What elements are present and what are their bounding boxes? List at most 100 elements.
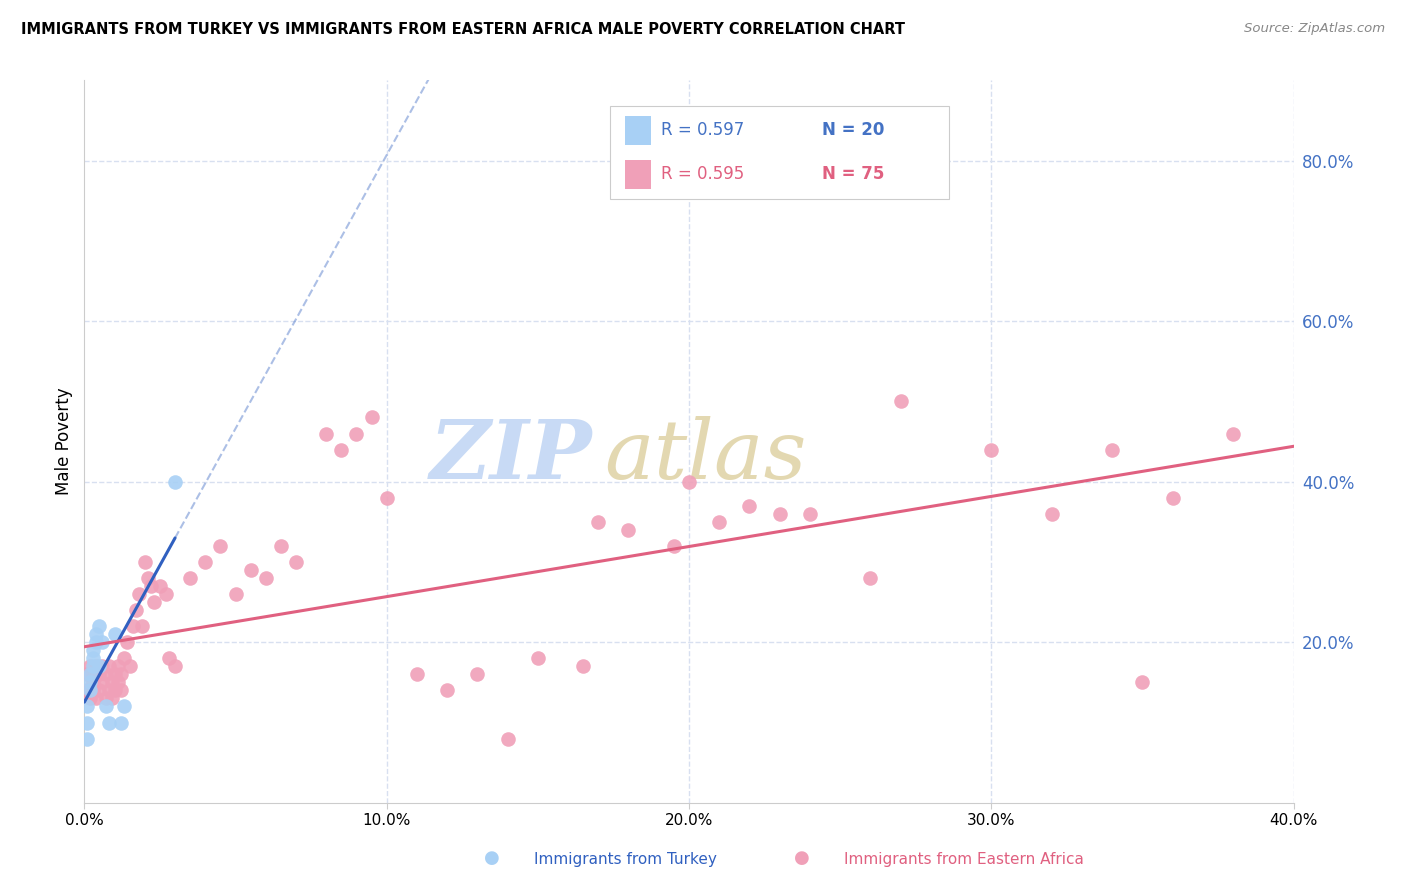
Point (82, 683, 104, 698)
Y-axis label: Male Poverty: Male Poverty (55, 388, 73, 495)
Text: R = 0.597: R = 0.597 (661, 121, 744, 139)
Point (330, 442, 353, 457)
Point (890, 394, 912, 409)
Point (79, 667, 101, 681)
Text: ZIP: ZIP (430, 416, 592, 496)
Point (79, 675, 101, 690)
Point (360, 410, 382, 425)
Point (76, 699, 98, 714)
FancyBboxPatch shape (610, 105, 949, 200)
Point (104, 627, 127, 641)
Point (165, 659, 187, 673)
Point (128, 587, 150, 601)
Point (436, 683, 458, 698)
Point (131, 619, 153, 633)
Bar (624, 116, 651, 145)
Point (118, 659, 141, 673)
Point (97, 659, 120, 673)
Point (76, 731, 98, 746)
Point (86, 627, 108, 641)
Point (254, 571, 277, 585)
Point (157, 651, 180, 665)
Point (139, 579, 162, 593)
Point (91, 659, 114, 673)
Point (115, 635, 138, 649)
Point (1130, 675, 1153, 690)
Point (1040, 507, 1063, 521)
Point (110, 683, 132, 698)
Text: IMMIGRANTS FROM TURKEY VS IMMIGRANTS FROM EASTERN AFRICA MALE POVERTY CORRELATIO: IMMIGRANTS FROM TURKEY VS IMMIGRANTS FRO… (21, 22, 905, 37)
Point (89, 659, 111, 673)
Point (769, 507, 792, 521)
Point (315, 426, 337, 441)
Point (107, 675, 129, 690)
Point (82, 675, 104, 690)
Point (1101, 442, 1123, 457)
Point (980, 442, 1002, 457)
Point (104, 667, 127, 681)
Text: atlas: atlas (605, 416, 807, 496)
Point (346, 426, 368, 441)
Point (155, 587, 177, 601)
Point (82, 643, 104, 657)
Point (617, 523, 640, 537)
Point (76, 715, 98, 730)
Point (107, 659, 129, 673)
Point (76, 683, 98, 698)
Point (112, 699, 135, 714)
Point (285, 555, 308, 569)
Point (104, 683, 127, 698)
Text: ●: ● (484, 849, 501, 867)
Point (79, 683, 101, 698)
Point (125, 603, 148, 617)
Point (1222, 426, 1244, 441)
Point (406, 667, 429, 681)
Point (165, 475, 187, 489)
Text: ●: ● (793, 849, 810, 867)
Point (738, 499, 761, 513)
Point (100, 675, 122, 690)
Point (94, 691, 117, 706)
Text: Immigrants from Turkey: Immigrants from Turkey (534, 852, 717, 867)
Point (82, 651, 104, 665)
Point (239, 563, 262, 577)
Point (527, 651, 550, 665)
Point (82, 659, 104, 673)
Point (76, 667, 98, 681)
Text: R = 0.595: R = 0.595 (661, 165, 744, 183)
Point (94, 699, 117, 714)
Text: N = 20: N = 20 (823, 121, 884, 139)
Point (179, 571, 201, 585)
Point (225, 587, 247, 601)
Point (375, 491, 398, 505)
Point (97, 715, 120, 730)
Point (1161, 491, 1184, 505)
Point (496, 731, 519, 746)
Point (678, 475, 700, 489)
Point (94, 667, 117, 681)
Point (79, 691, 101, 706)
Point (799, 507, 821, 521)
Point (86, 659, 108, 673)
Point (89, 683, 111, 698)
Point (709, 515, 731, 529)
Point (588, 515, 610, 529)
Text: Immigrants from Eastern Africa: Immigrants from Eastern Africa (844, 852, 1084, 867)
Point (209, 539, 232, 553)
Point (110, 715, 132, 730)
Point (79, 659, 101, 673)
Point (91, 675, 114, 690)
Point (194, 555, 217, 569)
Point (859, 571, 882, 585)
Point (86, 635, 108, 649)
Point (149, 579, 172, 593)
Point (572, 659, 595, 673)
Point (270, 539, 292, 553)
Point (467, 667, 489, 681)
Point (89, 667, 111, 681)
Point (121, 619, 143, 633)
Point (112, 651, 135, 665)
Text: Source: ZipAtlas.com: Source: ZipAtlas.com (1244, 22, 1385, 36)
Point (82, 667, 104, 681)
Bar (624, 160, 651, 189)
